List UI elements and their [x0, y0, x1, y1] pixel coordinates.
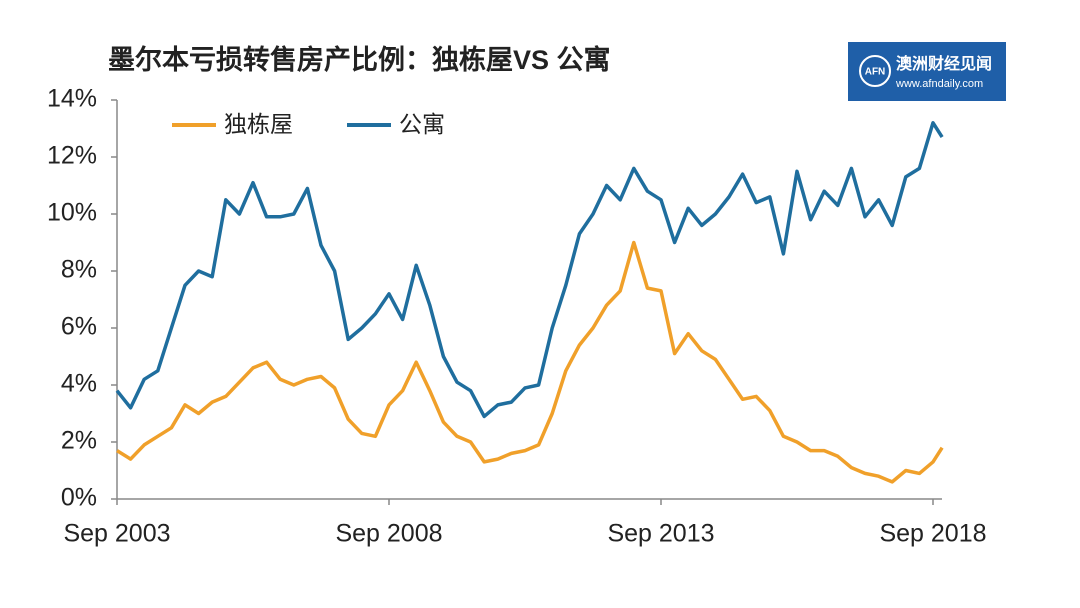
y-tick-label: 14%	[47, 85, 97, 113]
x-tick-label: Sep 2013	[607, 520, 714, 548]
legend-label: 公寓	[399, 111, 445, 137]
x-tick-label: Sep 2008	[335, 520, 442, 548]
y-tick-label: 2%	[61, 427, 97, 455]
legend-label: 独栋屋	[224, 111, 293, 137]
x-tick-label: Sep 2003	[63, 520, 170, 548]
y-tick-label: 8%	[61, 256, 97, 284]
logo-box	[848, 42, 1006, 101]
y-tick-label: 4%	[61, 370, 97, 398]
chart-title: 墨尔本亏损转售房产比例：独栋屋VS 公寓	[108, 44, 611, 75]
series-line	[115, 121, 944, 419]
y-tick-label: 10%	[47, 199, 97, 227]
logo-url: www.afndaily.com	[895, 78, 983, 90]
y-tick-label: 12%	[47, 142, 97, 170]
y-tick-label: 6%	[61, 313, 97, 341]
y-tick-label: 0%	[61, 484, 97, 512]
series-line	[116, 240, 944, 484]
x-tick-label: Sep 2018	[879, 520, 986, 548]
logo-circle	[859, 55, 891, 87]
logo-name: 澳洲财经见闻	[896, 54, 992, 73]
logo-badge: AFN	[865, 67, 886, 78]
